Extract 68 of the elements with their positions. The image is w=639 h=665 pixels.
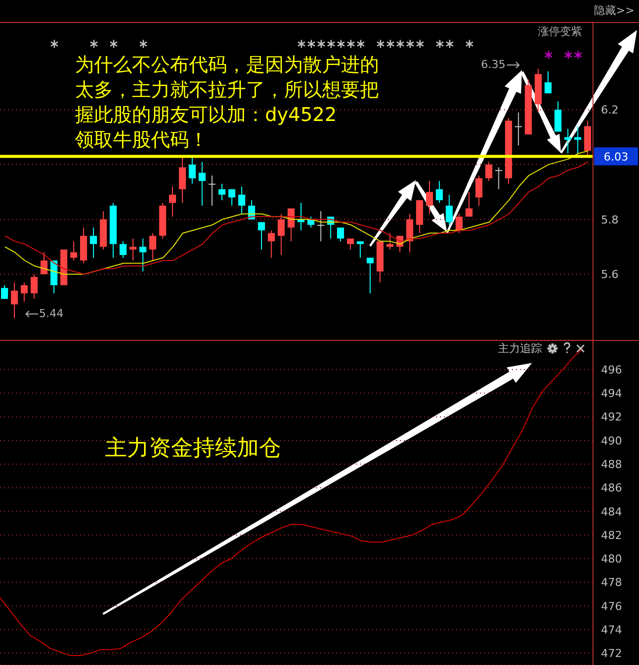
y-tick-label: 494 [601, 387, 622, 400]
candlestick [544, 70, 552, 94]
candlestick [346, 238, 354, 250]
candlestick [278, 213, 285, 256]
candlestick [1, 284, 8, 300]
candlestick [10, 282, 18, 319]
annotation: 领取牛股代码！ [75, 129, 208, 152]
text: 隐藏>> [594, 4, 634, 18]
candlestick [129, 238, 136, 261]
candlestick [426, 180, 433, 214]
candlestick [485, 161, 492, 182]
candlestick [238, 186, 246, 214]
annotation: 涨停变紫 [538, 25, 582, 38]
y-tick-label: 484 [601, 505, 622, 518]
y-tick-label: 492 [601, 410, 622, 424]
chart-title: 主力追踪 [498, 340, 542, 356]
y-tick-label: 6.2 [601, 104, 618, 117]
annotation: 为什么不公布代码，是因为散户进的 [75, 54, 379, 77]
candlestick [386, 232, 394, 250]
candlestick [218, 183, 226, 201]
candlestick [317, 210, 324, 242]
candlestick [337, 227, 344, 242]
candlestick [188, 156, 196, 184]
candlestick [198, 161, 206, 206]
candlestick [574, 126, 582, 154]
candlestick [564, 128, 572, 154]
candlestick [258, 222, 265, 250]
candlestick [120, 240, 127, 258]
y-tick-label: 486 [601, 482, 622, 495]
y-tick-label: 476 [601, 600, 622, 613]
candlestick [554, 101, 562, 132]
y-tick-label: 490 [601, 434, 622, 448]
candlestick [446, 194, 453, 226]
candlestick [169, 186, 176, 218]
candlestick [456, 213, 463, 234]
annotation: 主力资金持续加仓 [105, 436, 281, 462]
candlestick [366, 257, 374, 294]
candlestick [149, 232, 156, 261]
annotation: 握此股的朋友可以加：dy4522 [75, 104, 337, 127]
candlestick [514, 112, 522, 146]
candlestick [30, 274, 38, 300]
candlestick [90, 227, 97, 258]
candlestick [70, 240, 78, 261]
annotation: 6.35 [481, 58, 506, 72]
candlestick [475, 175, 482, 206]
y-tick-label: 488 [601, 458, 622, 471]
y-tick-label: 480 [601, 552, 622, 566]
candlestick [20, 282, 28, 302]
y-tick-label: 474 [601, 623, 622, 636]
candlestick [356, 240, 364, 258]
y-tick-label: 472 [601, 647, 622, 660]
y-tick-label: 5.6 [601, 268, 618, 282]
y-tick-label: 496 [601, 363, 622, 376]
y-tick-label: 482 [601, 528, 622, 542]
candlestick [139, 238, 146, 272]
annotation: 5.44 [39, 307, 64, 320]
ref-line-label: 6.03 [604, 150, 628, 164]
candlestick [406, 213, 414, 253]
y-tick-label: 478 [601, 576, 622, 590]
candlestick [268, 230, 275, 258]
candlestick [208, 175, 216, 206]
y-tick-label: 5.8 [601, 213, 618, 226]
candlestick [178, 156, 186, 204]
candlestick [495, 166, 502, 190]
candlestick [436, 180, 443, 204]
candlestick [228, 188, 236, 206]
annotation: 太多，主力就不拉升了，所以想要把 [75, 79, 379, 102]
candlestick [466, 191, 473, 218]
